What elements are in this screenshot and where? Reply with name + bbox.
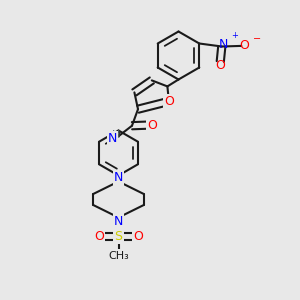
Text: −: − xyxy=(253,34,261,44)
Text: O: O xyxy=(215,58,225,72)
Text: N: N xyxy=(114,171,123,184)
Text: O: O xyxy=(239,39,249,52)
Text: N: N xyxy=(108,132,117,145)
Text: O: O xyxy=(164,95,174,108)
Text: S: S xyxy=(115,230,122,243)
Text: CH₃: CH₃ xyxy=(108,250,129,261)
Text: N: N xyxy=(219,38,228,51)
Text: O: O xyxy=(94,230,104,243)
Text: +: + xyxy=(231,31,238,40)
Text: O: O xyxy=(147,118,157,132)
Text: N: N xyxy=(114,214,123,228)
Text: H: H xyxy=(112,130,120,140)
Text: O: O xyxy=(134,230,143,243)
